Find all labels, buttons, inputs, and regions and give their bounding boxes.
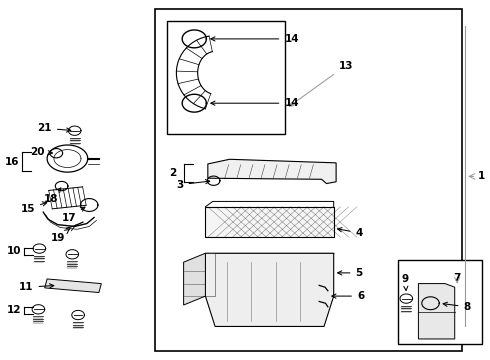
Text: 10: 10 xyxy=(7,247,22,256)
Text: 14: 14 xyxy=(211,98,299,108)
Text: 1: 1 xyxy=(478,171,485,181)
Polygon shape xyxy=(208,159,336,184)
Polygon shape xyxy=(205,253,334,327)
Text: 15: 15 xyxy=(21,202,47,213)
Text: 14: 14 xyxy=(211,34,299,44)
Text: 5: 5 xyxy=(338,268,363,278)
Polygon shape xyxy=(184,253,205,305)
Text: 11: 11 xyxy=(19,282,54,292)
Text: 3: 3 xyxy=(176,180,210,190)
Polygon shape xyxy=(418,284,455,339)
Text: 2: 2 xyxy=(169,168,176,178)
Bar xyxy=(167,21,285,134)
Text: 6: 6 xyxy=(332,291,364,301)
Text: 8: 8 xyxy=(443,302,471,312)
Text: 21: 21 xyxy=(37,123,71,133)
Bar xyxy=(397,260,482,344)
Text: 17: 17 xyxy=(62,207,85,222)
Text: 7: 7 xyxy=(453,273,461,283)
Text: 18: 18 xyxy=(44,188,61,203)
Text: 12: 12 xyxy=(7,305,22,315)
Text: 16: 16 xyxy=(4,157,19,167)
Text: 20: 20 xyxy=(30,147,52,157)
Text: 9: 9 xyxy=(402,274,409,291)
Polygon shape xyxy=(45,279,101,293)
Bar xyxy=(154,9,462,351)
Text: 4: 4 xyxy=(338,228,363,238)
Text: 19: 19 xyxy=(50,229,70,243)
Bar xyxy=(205,207,334,237)
Text: 13: 13 xyxy=(290,61,353,106)
